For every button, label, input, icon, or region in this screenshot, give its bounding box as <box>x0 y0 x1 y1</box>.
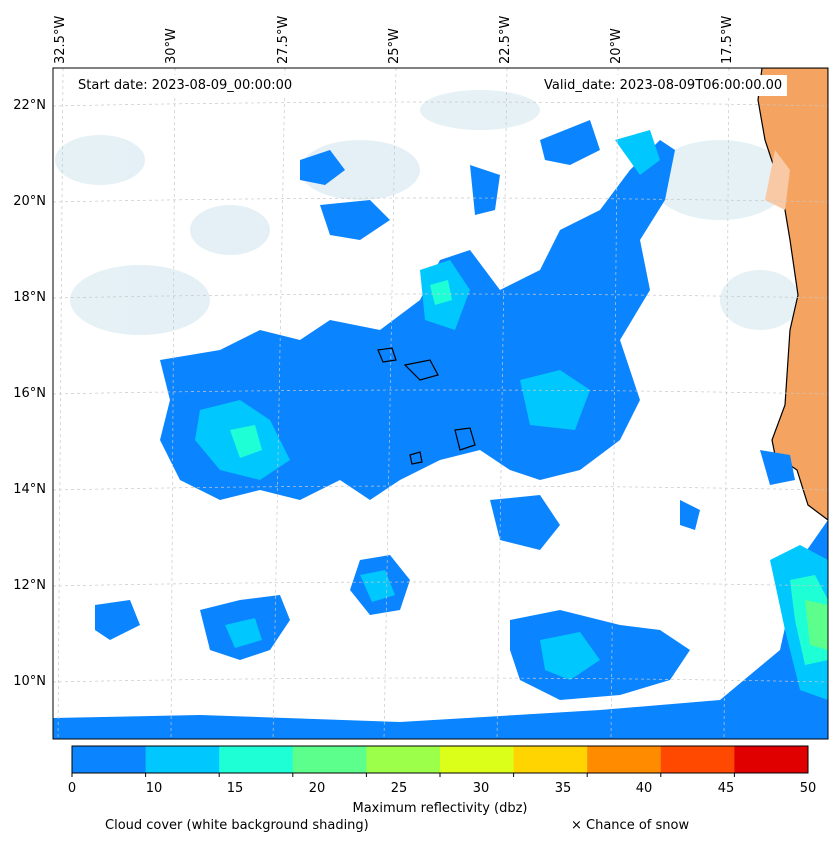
colorbar-segment <box>219 746 294 773</box>
colorbar <box>71 746 809 777</box>
lon-label: 30°W <box>164 28 179 64</box>
colorbar-segment <box>440 746 515 773</box>
lon-label: 25°W <box>387 28 402 64</box>
lat-label: 10°N <box>13 674 46 689</box>
colorbar-segment <box>587 746 662 773</box>
colorbar-segment <box>660 746 735 773</box>
lat-line <box>53 101 828 107</box>
africa-land <box>757 68 828 521</box>
colorbar-tick-label: 40 <box>635 781 653 796</box>
lat-line <box>53 197 828 203</box>
colorbar-tick-label: 35 <box>554 781 572 796</box>
lon-line <box>723 68 730 739</box>
lon-label: 27.5°W <box>276 15 291 64</box>
lon-label: 17.5°W <box>720 15 735 64</box>
lat-label: 22°N <box>13 98 46 113</box>
cloud-cover-note: Cloud cover (white background shading) <box>105 818 369 833</box>
lat-line <box>53 485 828 491</box>
colorbar-segment <box>734 746 809 773</box>
lat-label: 12°N <box>13 578 46 593</box>
start-date-label: Start date: 2023-08-09_00:00:00 <box>73 75 298 96</box>
lat-line <box>53 293 828 299</box>
colorbar-segment <box>366 746 441 773</box>
colorbar-tick-label: 25 <box>390 781 408 796</box>
colorbar-tick-label: 45 <box>717 781 735 796</box>
lat-label: 14°N <box>13 482 46 497</box>
lon-line <box>383 68 397 739</box>
colorbar-tick-label: 15 <box>226 781 244 796</box>
lon-line <box>496 68 508 739</box>
map-frame <box>52 67 829 740</box>
lat-label: 16°N <box>13 386 46 401</box>
colorbar-tick-label: 50 <box>799 781 817 796</box>
lon-label: 22.5°W <box>498 15 513 64</box>
lon-line <box>272 68 286 739</box>
lat-line <box>53 581 828 587</box>
lon-line <box>170 68 176 739</box>
snow-note: × Chance of snow <box>571 818 690 833</box>
colorbar-segment <box>513 746 588 773</box>
colorbar-tick-label: 10 <box>145 781 163 796</box>
reflectivity-cells <box>53 120 828 739</box>
graticule <box>53 68 828 739</box>
colorbar-segment <box>72 746 147 773</box>
colorbar-segment <box>292 746 367 773</box>
lon-line <box>610 68 619 739</box>
colorbar-tick-label: 0 <box>67 781 77 796</box>
lat-line <box>53 677 828 683</box>
lon-line <box>57 68 64 739</box>
cape-verde-islands <box>377 347 476 465</box>
colorbar-frame <box>71 745 809 774</box>
lon-label: 20°W <box>609 28 624 64</box>
land-shading <box>765 150 790 210</box>
reflectivity-cells-strong <box>230 280 828 665</box>
colorbar-segment <box>145 746 220 773</box>
colorbar-tick-label: 20 <box>308 781 326 796</box>
valid-date-label: Valid_date: 2023-08-09T06:00:00.00 <box>539 75 788 96</box>
lon-label: 32.5°W <box>53 15 68 64</box>
colorbar-tick-label: 30 <box>472 781 490 796</box>
lat-label: 18°N <box>13 290 46 305</box>
lat-line <box>53 389 828 395</box>
colorbar-title: Maximum reflectivity (dbz) <box>352 801 528 816</box>
lat-label: 20°N <box>13 194 46 209</box>
